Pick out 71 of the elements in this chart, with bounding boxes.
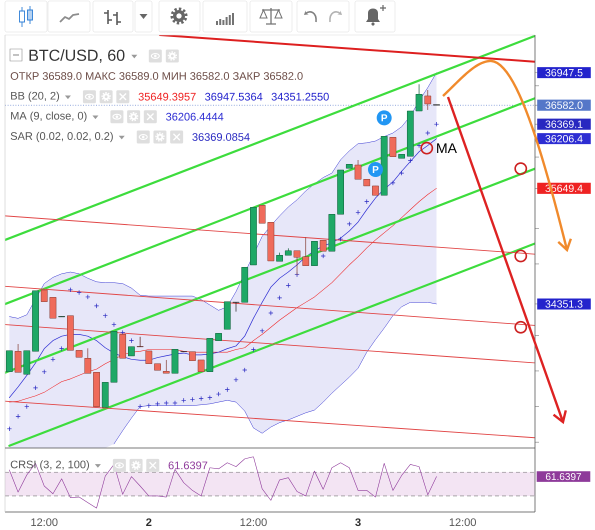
candlestick <box>40 290 48 302</box>
annotation: BB (20, 2) <box>11 92 60 102</box>
x-tick-label: 2 <box>146 518 152 526</box>
point <box>76 290 82 296</box>
annotation: 36369.0854 <box>192 133 250 141</box>
point <box>128 338 134 344</box>
point <box>155 401 160 406</box>
point <box>425 130 430 136</box>
candlestick <box>258 205 266 224</box>
candlestick <box>232 302 240 312</box>
text: BTC/USD, 60 <box>30 49 124 63</box>
point <box>198 396 204 402</box>
y-tick-label: 36947.5 <box>545 68 583 76</box>
x-tick-label: 12:00 <box>240 518 267 526</box>
text: 61.6397 <box>546 473 582 480</box>
annotation: P <box>382 114 388 122</box>
candlestick <box>6 350 13 372</box>
point <box>24 404 30 410</box>
annotation: 35649.3957 <box>138 92 196 101</box>
point <box>164 400 169 406</box>
y-tick-label: 36582.0 <box>545 101 583 109</box>
candlestick <box>320 240 327 252</box>
point <box>50 356 56 362</box>
annotation: MA (9, close, 0) <box>11 112 87 122</box>
annotation: 36947.5364 <box>205 92 262 101</box>
y-tick-label: 34351.3 <box>545 300 583 308</box>
annotation: 61.6397 <box>168 462 208 470</box>
point <box>338 236 344 242</box>
annotation: MA <box>437 143 457 153</box>
point <box>216 392 222 397</box>
annotation: 36206.4444 <box>166 112 224 121</box>
candlestick <box>14 344 22 373</box>
point <box>190 396 195 402</box>
point <box>94 303 100 308</box>
point <box>32 385 38 390</box>
point <box>355 210 361 215</box>
candlestick <box>136 336 144 348</box>
annotation: SAR (0.02, 0.02, 0.2) <box>10 132 113 142</box>
candlestick <box>162 360 170 374</box>
point <box>268 310 274 316</box>
y-tick-label: 35649.4 <box>545 184 583 192</box>
point <box>233 377 239 382</box>
point <box>390 180 396 186</box>
point <box>111 322 117 328</box>
y-tick-label: 36369.1 <box>545 120 582 128</box>
candlestick <box>424 90 432 110</box>
point <box>250 346 256 352</box>
candlestick <box>50 297 56 318</box>
candlestick <box>354 160 362 180</box>
point <box>277 295 282 300</box>
annotation: ОТКР 36589.0 МАКС 36589.0 МИН 36582.0 ЗАКР 36582.0 <box>10 72 303 80</box>
point <box>16 414 21 419</box>
point <box>138 404 143 410</box>
y-tick-label: 36206.4 <box>545 134 583 142</box>
candlestick <box>302 236 310 266</box>
candlestick <box>128 346 135 356</box>
point <box>242 367 248 373</box>
point <box>85 294 90 300</box>
point <box>416 142 422 148</box>
point <box>320 253 326 259</box>
candlestick <box>294 250 300 276</box>
x-tick-label: 12:00 <box>31 518 58 526</box>
point <box>172 400 178 406</box>
x-tick-label: 12:00 <box>450 518 476 526</box>
annotation: P <box>372 166 378 173</box>
x-tick-label: 3 <box>355 518 361 526</box>
candlestick <box>372 186 379 196</box>
chart-title: CRSI (3, 2, 100) <box>10 460 89 471</box>
annotation: 34351.2550 <box>272 92 329 101</box>
candlestick <box>390 137 396 157</box>
point <box>434 122 440 127</box>
